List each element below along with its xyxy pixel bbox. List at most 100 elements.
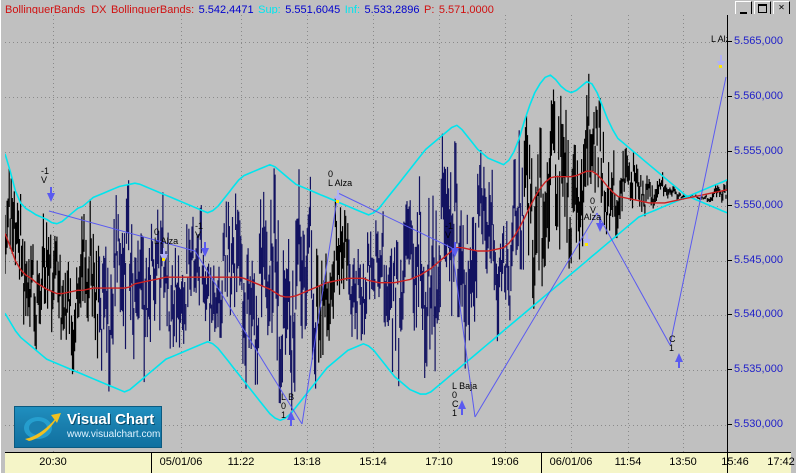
annotation-label: -1 bbox=[445, 221, 454, 231]
annotation-arrow-stem bbox=[454, 242, 456, 249]
chart-plot-area[interactable]: -1 V 0 L Alza -1 V 0 L Alza L B 0 1 -1 V L Baja 0 C 1 0 V L… bbox=[5, 15, 728, 452]
price-axis-label: 5.555,000 bbox=[728, 145, 783, 157]
annotation-arrow-down bbox=[201, 248, 209, 257]
price-axis[interactable]: 5.565,000 5.560,000 5.555,000 5.550,000 5.54… bbox=[728, 15, 791, 452]
price-axis-label: 5.560,000 bbox=[728, 90, 783, 102]
gridline-horizontal bbox=[5, 425, 727, 426]
visualchart-logo: Visual Chart www.visualchart.com bbox=[14, 406, 162, 448]
annotation-arrow-stem bbox=[337, 190, 339, 197]
logo-title: Visual Chart bbox=[67, 411, 155, 428]
trend-line bbox=[337, 192, 453, 249]
trend-line bbox=[474, 212, 598, 418]
annotation-label: 0 bbox=[154, 227, 160, 237]
time-axis-label: 15:46 bbox=[721, 456, 749, 468]
trend-line bbox=[596, 212, 671, 346]
chart-annotation-layer: -1 V 0 L Alza -1 V 0 L Alza L B 0 1 -1 V L Baja 0 C 1 0 V L… bbox=[5, 15, 727, 452]
annotation-sublabel: 0 bbox=[281, 401, 287, 411]
trade-annotation: L Alza bbox=[577, 213, 601, 222]
annotation-label: -1 bbox=[41, 166, 50, 176]
time-axis[interactable]: 20:30 05/01/06 11:22 13:18 15:14 17:10 19:06 06… bbox=[5, 452, 795, 473]
price-axis-label: 5.545,000 bbox=[728, 254, 783, 266]
annotation-sublabel: V bbox=[41, 175, 48, 185]
annotation-arrow-stem bbox=[678, 361, 680, 368]
annotation-arrow-stem bbox=[50, 187, 52, 194]
sup-value: 5.551,6045 bbox=[285, 4, 341, 14]
sup-label: Sup: bbox=[258, 4, 281, 14]
annotation-arrow-stem bbox=[586, 233, 588, 240]
time-axis-label: 20:30 bbox=[39, 456, 67, 468]
gridline-vertical bbox=[505, 15, 506, 452]
time-axis-label: 11:22 bbox=[227, 456, 255, 468]
series-lower-band bbox=[5, 179, 727, 422]
inf-value: 5.533,2896 bbox=[364, 4, 420, 14]
maximize-button[interactable] bbox=[754, 1, 771, 14]
close-button[interactable]: ✕ bbox=[773, 1, 790, 14]
gridline-vertical bbox=[373, 15, 374, 452]
annotation-arrow-down bbox=[451, 248, 459, 257]
annotation-label: L Alza bbox=[577, 212, 602, 222]
time-axis-label: 13:50 bbox=[669, 456, 697, 468]
trade-annotation: -1 V bbox=[41, 167, 49, 185]
window-frame-right bbox=[792, 0, 796, 473]
minimize-button[interactable] bbox=[735, 1, 752, 14]
annotation-label: C bbox=[669, 334, 676, 344]
p-label: P: bbox=[423, 4, 435, 14]
indicator-name: BollinguerBands_DX bbox=[5, 4, 107, 14]
chart-series-layer bbox=[5, 73, 727, 425]
annotation-sublabel: V bbox=[590, 205, 597, 215]
annotation-sublabel: L Alza bbox=[154, 236, 179, 246]
annotation-label: L Baja bbox=[452, 381, 478, 391]
trade-annotation: -1 V bbox=[195, 222, 203, 240]
annotation-sublabel: L Alza bbox=[328, 178, 353, 188]
indicator-value: 5.542,4471 bbox=[198, 4, 254, 14]
price-axis-label: 5.530,000 bbox=[728, 418, 783, 430]
trade-annotation: L Baja 0 C 1 bbox=[452, 382, 477, 418]
time-axis-label: 13:18 bbox=[293, 456, 321, 468]
annotation-sublabel: V bbox=[195, 230, 202, 240]
annotation-arrow-up bbox=[287, 411, 295, 420]
annotation-label: L B bbox=[281, 392, 295, 402]
gridline-horizontal bbox=[5, 97, 727, 98]
series-upper-band bbox=[5, 74, 727, 225]
annotation-sublabel: 0 bbox=[452, 390, 458, 400]
gridline-horizontal bbox=[5, 370, 727, 371]
annotation-arrow-stem bbox=[461, 408, 463, 415]
indicator-header: BollinguerBands_DX BollinguerBands: 5.54… bbox=[5, 0, 791, 14]
gridline-vertical bbox=[181, 15, 182, 452]
price-bars bbox=[5, 73, 727, 411]
time-axis-label: 11:54 bbox=[614, 456, 642, 468]
annotation-sublabel: 1 bbox=[452, 408, 458, 418]
trend-line bbox=[669, 76, 727, 346]
gridline-horizontal bbox=[5, 152, 727, 153]
annotation-marker-dot bbox=[719, 65, 722, 68]
price-axis-label: 5.540,000 bbox=[728, 308, 783, 320]
swoosh-icon bbox=[24, 413, 61, 441]
series-moving-average bbox=[5, 170, 727, 298]
window-frame-left bbox=[0, 0, 5, 473]
gridline-vertical bbox=[683, 15, 684, 452]
indicator-label: BollinguerBands: bbox=[110, 4, 195, 14]
annotation-sublabel: V bbox=[445, 230, 452, 240]
annotation-arrow-stem bbox=[204, 242, 206, 249]
gridline-horizontal bbox=[5, 261, 727, 262]
annotation-arrow-stem bbox=[163, 248, 165, 255]
price-axis-label: 5.535,000 bbox=[728, 363, 783, 375]
time-axis-label: 06/01/06 bbox=[549, 456, 593, 468]
price-axis-label: 5.550,000 bbox=[728, 199, 783, 211]
annotation-arrow-stem bbox=[290, 419, 292, 426]
time-axis-label: 05/01/06 bbox=[159, 456, 203, 468]
trend-line bbox=[301, 192, 339, 425]
annotation-arrow-down bbox=[596, 223, 604, 232]
time-axis-label: 19:06 bbox=[491, 456, 519, 468]
time-axis-separator bbox=[151, 453, 152, 473]
annotation-label: -1 bbox=[195, 221, 204, 231]
annotation-sublabel: 1 bbox=[669, 343, 675, 353]
p-value: 5.571,0000 bbox=[438, 4, 494, 14]
annotation-arrow-stem bbox=[599, 217, 601, 224]
annotation-marker-dot bbox=[162, 258, 165, 261]
